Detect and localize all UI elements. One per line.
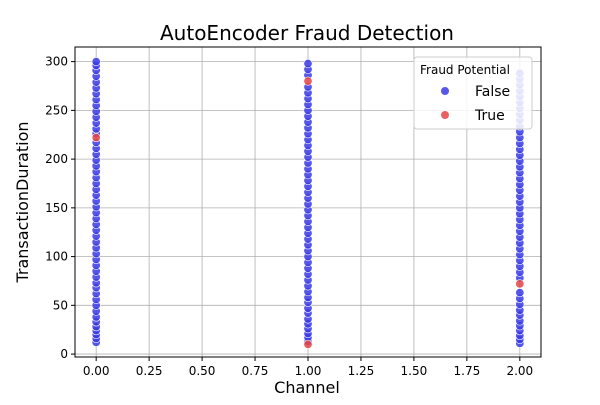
x-tick-label: 0.75: [242, 364, 269, 378]
y-tick-label: 100: [45, 250, 68, 264]
y-tick-label: 150: [45, 201, 68, 215]
legend-box: [413, 56, 533, 130]
x-ticks: 0.00 0.25 0.50 0.75 1.00 1.25 1.50 1.75 2.00: [83, 357, 533, 378]
legend: Fraud Potential False True: [413, 56, 533, 130]
x-tick-label: 2.00: [506, 364, 533, 378]
legend-label-false: False: [475, 84, 510, 100]
point-true: [303, 76, 313, 86]
legend-label-true: True: [474, 108, 505, 124]
legend-title: Fraud Potential: [420, 63, 510, 77]
point-false: [91, 57, 101, 67]
y-tick-label: 50: [53, 298, 68, 312]
x-tick-label: 0.50: [189, 364, 216, 378]
y-tick-label: 0: [60, 347, 68, 361]
y-tick-label: 300: [45, 55, 68, 69]
x-tick-label: 0.00: [83, 364, 110, 378]
point-true: [303, 339, 313, 349]
chart-title: AutoEncoder Fraud Detection: [160, 21, 454, 45]
x-axis-label: Channel: [274, 378, 340, 397]
x-tick-label: 1.75: [454, 364, 481, 378]
point-true: [91, 133, 101, 143]
y-ticks: 0 50 100 150 200 250 300: [45, 55, 75, 361]
x-tick-label: 1.25: [348, 364, 375, 378]
y-tick-label: 250: [45, 103, 68, 117]
x-tick-label: 1.50: [401, 364, 428, 378]
legend-marker-true: [441, 111, 449, 119]
x-tick-label: 1.00: [295, 364, 322, 378]
x-tick-label: 0.25: [136, 364, 163, 378]
point-true: [515, 279, 525, 289]
point-false: [303, 59, 313, 69]
y-tick-label: 200: [45, 152, 68, 166]
legend-marker-false: [441, 87, 449, 95]
y-axis-label: TransactionDuration: [13, 121, 32, 283]
point-false: [515, 288, 525, 298]
